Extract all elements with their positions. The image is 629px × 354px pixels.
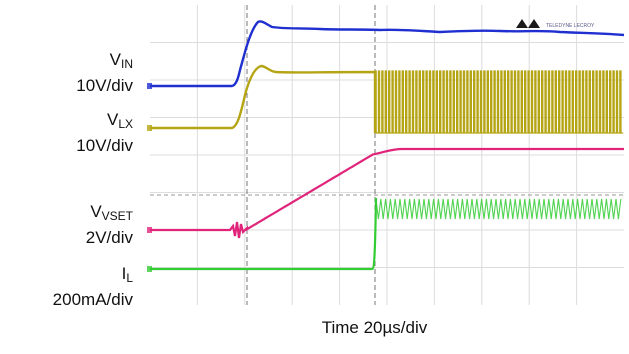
vlx-switching-trace — [374, 70, 624, 134]
il-trace — [150, 197, 378, 271]
vset-trace — [150, 147, 624, 239]
vin-trace — [150, 20, 625, 88]
vlx-scale: 10V/div — [76, 136, 133, 155]
il-ripple-trace — [375, 198, 622, 220]
vlx-ground-marker — [147, 125, 152, 131]
vin-ground-marker — [147, 83, 152, 89]
il-scale: 200mA/div — [52, 290, 133, 309]
vlx-label: VLX 10V/div — [76, 110, 133, 155]
trace-group — [147, 20, 625, 272]
il-ground-marker — [147, 266, 152, 272]
vset-ground-marker — [147, 227, 152, 233]
vlx-trace — [150, 64, 377, 133]
vset-scale: 2V/div — [85, 228, 133, 247]
plot-grid — [150, 5, 624, 305]
vset-label: VVSET 2V/div — [85, 202, 133, 247]
x-axis-label: Time 20µs/div — [321, 318, 428, 337]
vin-scale: 10V/div — [76, 76, 133, 95]
teledyne-logo-mark — [516, 19, 540, 28]
brand-logo: TELEDYNE LECROY — [516, 19, 595, 29]
il-label: IL 200mA/div — [52, 264, 133, 309]
vin-label: VIN 10V/div — [76, 50, 133, 95]
brand-text: TELEDYNE LECROY — [546, 23, 595, 29]
